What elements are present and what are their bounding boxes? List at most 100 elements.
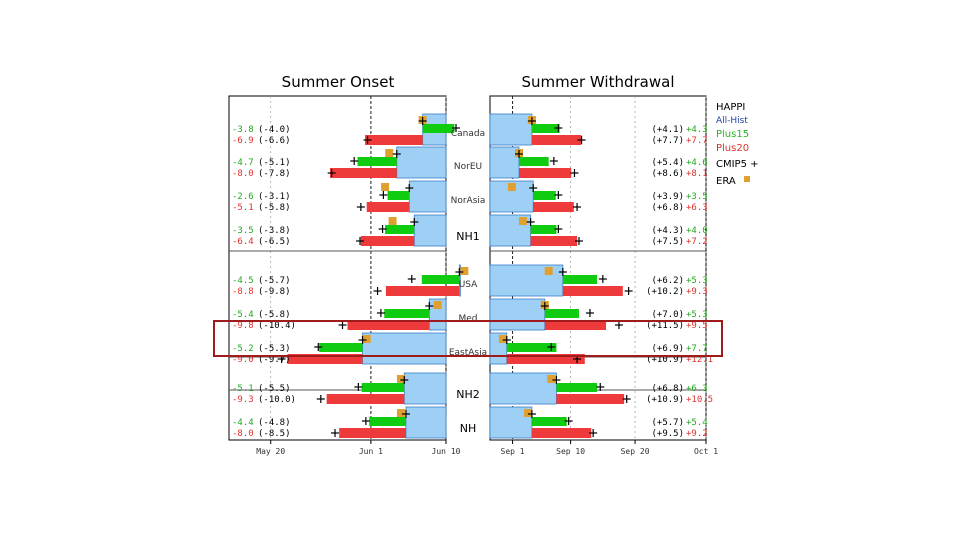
onset-cmip5-plus15-label: (-3.8) <box>258 226 291 236</box>
onset-cmip5-plus15-label: (-5.3) <box>258 344 291 354</box>
onset-era-marker <box>396 375 405 383</box>
withdrawal-plus15-label: +4.0 <box>686 226 708 236</box>
withdrawal-cmip5-plus15-label: (+7.0) <box>651 310 684 320</box>
withdrawal-plus15-bar <box>531 124 560 133</box>
onset-plus15-bar <box>384 309 430 318</box>
withdrawal-era-marker <box>524 409 533 417</box>
withdrawal-plus20-bar <box>533 202 574 212</box>
onset-era-marker <box>396 409 405 417</box>
onset-cmip5-plus20-label: (-7.8) <box>258 169 291 179</box>
withdrawal-plus15-bar <box>556 383 598 392</box>
onset-plus20-label: -9.3 <box>232 395 254 405</box>
withdrawal-cmip5-plus20-label: (+8.6) <box>651 169 684 179</box>
withdrawal-plus20-label: +9.3 <box>686 287 708 297</box>
withdrawal-plus20-bar <box>530 236 578 246</box>
onset-cmip5-plus15-label: (-5.1) <box>258 158 291 168</box>
legend-plus20: Plus20 <box>716 143 749 154</box>
onset-plus15-label: -5.2 <box>232 344 254 354</box>
legend-title: HAPPI <box>716 102 745 113</box>
region-label-nh1: NH1 <box>456 230 480 243</box>
withdrawal-cmip5-plus15-label: (+6.2) <box>651 276 684 286</box>
withdrawal-tick-label: Sep 10 <box>556 447 585 456</box>
onset-tick-label: May 20 <box>256 447 285 456</box>
withdrawal-plus15-label: +4.6 <box>686 158 708 168</box>
withdrawal-plus20-label: +8.1 <box>686 169 708 179</box>
onset-plus15-bar <box>319 343 363 352</box>
legend-all-hist: All-Hist <box>716 116 748 126</box>
region-label-med: Med <box>458 314 477 324</box>
onset-all-hist-box <box>396 146 447 179</box>
withdrawal-title: Summer Withdrawal <box>522 73 675 91</box>
onset-all-hist-box <box>405 406 447 439</box>
onset-plus20-label: -5.1 <box>232 203 254 213</box>
onset-cmip5-plus15-label: (-4.8) <box>258 418 291 428</box>
onset-plus15-label: -5.1 <box>232 384 254 394</box>
withdrawal-plus15-label: +6.3 <box>686 384 708 394</box>
legend-cmip5: CMIP5 + <box>716 159 759 170</box>
region-label-noreu: NorEU <box>454 162 482 172</box>
onset-plus20-bar <box>326 394 405 404</box>
eastasia-highlight-box <box>213 320 723 357</box>
onset-era-marker <box>381 183 390 191</box>
onset-era-marker <box>460 267 469 275</box>
withdrawal-cmip5-plus20-label: (+10.2) <box>646 287 684 297</box>
withdrawal-tick-label: Sep 20 <box>621 447 650 456</box>
legend-plus15: Plus15 <box>716 129 749 140</box>
onset-plus15-label: -3.5 <box>232 226 254 236</box>
withdrawal-plus15-label: +5.3 <box>686 310 708 320</box>
withdrawal-panel: Sep 1 Sep 10 Sep 20 Oct 1(+4.1) +4.3(+7.7) +7… <box>489 95 718 456</box>
onset-plus20-bar <box>329 168 397 178</box>
onset-plus20-bar <box>287 354 363 364</box>
onset-plus15-bar <box>361 383 405 392</box>
onset-plus15-bar <box>369 417 406 426</box>
region-label-norasia: NorAsia <box>451 196 486 206</box>
withdrawal-cmip5-plus15-label: (+4.3) <box>651 226 684 236</box>
onset-era-marker <box>433 301 442 309</box>
onset-plus15-label: -5.4 <box>232 310 254 320</box>
onset-plus15-label: -4.7 <box>232 158 254 168</box>
onset-plus20-bar <box>365 135 423 145</box>
onset-plus15-bar <box>387 191 410 200</box>
onset-all-hist-box <box>408 180 447 213</box>
onset-plus20-bar <box>360 236 415 246</box>
onset-plus20-label: -8.0 <box>232 429 254 439</box>
withdrawal-plus20-bar <box>519 168 572 178</box>
onset-cmip5-plus20-label: (-8.5) <box>258 429 291 439</box>
withdrawal-plus20-label: +6.3 <box>686 203 708 213</box>
withdrawal-plus20-label: +10.5 <box>686 395 713 405</box>
onset-plus15-bar <box>357 157 397 166</box>
onset-plus20-bar <box>339 428 406 438</box>
onset-era-marker <box>388 217 397 225</box>
onset-era-marker <box>362 335 371 343</box>
withdrawal-plus20-bar <box>556 394 625 404</box>
onset-plus20-label: -6.4 <box>232 237 254 247</box>
withdrawal-plus15-label: +7.7 <box>686 344 708 354</box>
withdrawal-era-marker <box>507 183 516 191</box>
withdrawal-plus15-bar <box>531 417 567 426</box>
withdrawal-cmip5-plus20-label: (+7.7) <box>651 136 684 146</box>
onset-plus15-label: -4.4 <box>232 418 254 428</box>
onset-plus15-bar <box>385 225 415 234</box>
withdrawal-all-hist-box <box>489 298 546 331</box>
region-label-usa: USA <box>459 280 478 290</box>
onset-cmip5-plus15-label: (-5.5) <box>258 384 291 394</box>
withdrawal-cmip5-plus20-label: (+9.5) <box>651 429 684 439</box>
withdrawal-cmip5-plus15-label: (+6.9) <box>651 344 684 354</box>
legend: HAPPI All-Hist Plus15 Plus20 CMIP5 + ERA <box>716 102 759 187</box>
onset-cmip5-plus20-label: (-9.7) <box>258 355 291 365</box>
withdrawal-cmip5-plus20-label: (+10.9) <box>646 355 684 365</box>
onset-plus20-label: -6.9 <box>232 136 254 146</box>
withdrawal-era-marker <box>547 375 556 383</box>
onset-panel: May 20 Jun 1 Jun 10 -3.8 (-4.0) -6.9 (-6.6) -4.… <box>228 95 469 456</box>
withdrawal-plus15-bar <box>533 191 556 200</box>
withdrawal-plus15-label: +4.3 <box>686 125 708 135</box>
region-label-canada: Canada <box>451 129 485 139</box>
onset-title: Summer Onset <box>282 73 395 91</box>
withdrawal-plus20-bar <box>562 286 623 296</box>
region-label-nh2: NH2 <box>456 388 480 401</box>
onset-plus20-label: -9.8 <box>232 321 254 331</box>
onset-cmip5-plus20-label: (-10.0) <box>258 395 296 405</box>
region-label-eastasia: EastAsia <box>449 348 487 358</box>
withdrawal-plus15-bar <box>544 309 579 318</box>
onset-all-hist-box <box>362 332 447 365</box>
